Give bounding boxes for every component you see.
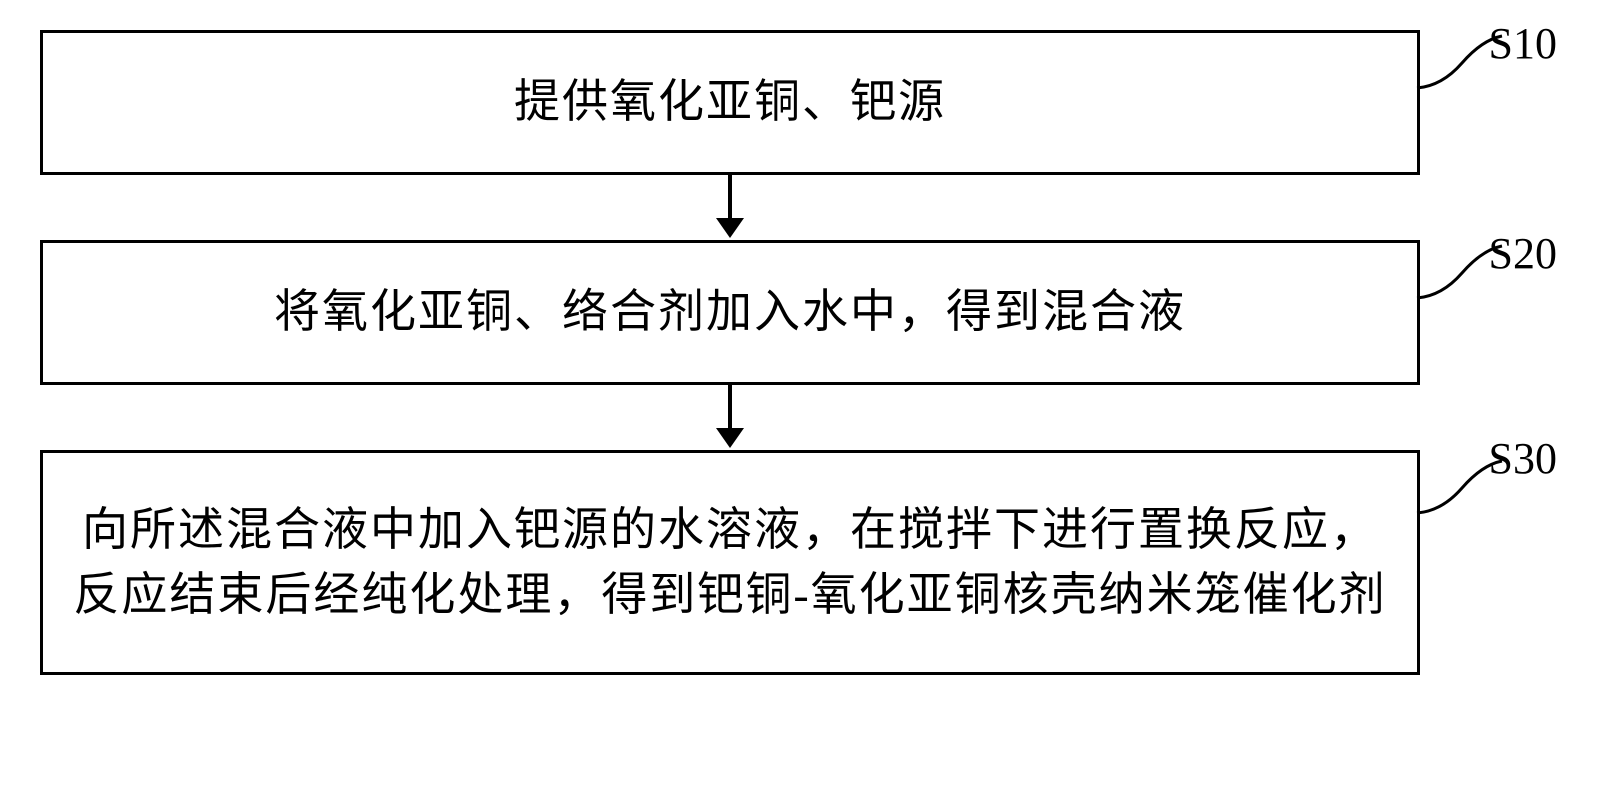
flow-step-s10-text: 提供氧化亚铜、钯源 (514, 70, 946, 134)
flow-step-s30: 向所述混合液中加入钯源的水溶液，在搅拌下进行置换反应，反应结束后经纯化处理，得到… (40, 450, 1420, 675)
flow-step-s30-label: S30 (1489, 433, 1557, 484)
arrow-down-icon (728, 175, 732, 220)
flow-step-s10-label: S10 (1489, 18, 1557, 69)
flow-step-s20-label: S20 (1489, 228, 1557, 279)
arrow-s20-s30 (40, 385, 1420, 450)
flow-step-s20: 将氧化亚铜、络合剂加入水中，得到混合液 S20 (40, 240, 1420, 385)
flow-step-s10: 提供氧化亚铜、钯源 S10 (40, 30, 1420, 175)
arrow-down-icon (728, 385, 732, 430)
flowchart-container: 提供氧化亚铜、钯源 S10 将氧化亚铜、络合剂加入水中，得到混合液 S20 向所… (40, 30, 1420, 675)
flow-step-s20-text: 将氧化亚铜、络合剂加入水中，得到混合液 (274, 280, 1186, 344)
flow-step-s30-text: 向所述混合液中加入钯源的水溶液，在搅拌下进行置换反应，反应结束后经纯化处理，得到… (73, 498, 1387, 627)
arrow-s10-s20 (40, 175, 1420, 240)
